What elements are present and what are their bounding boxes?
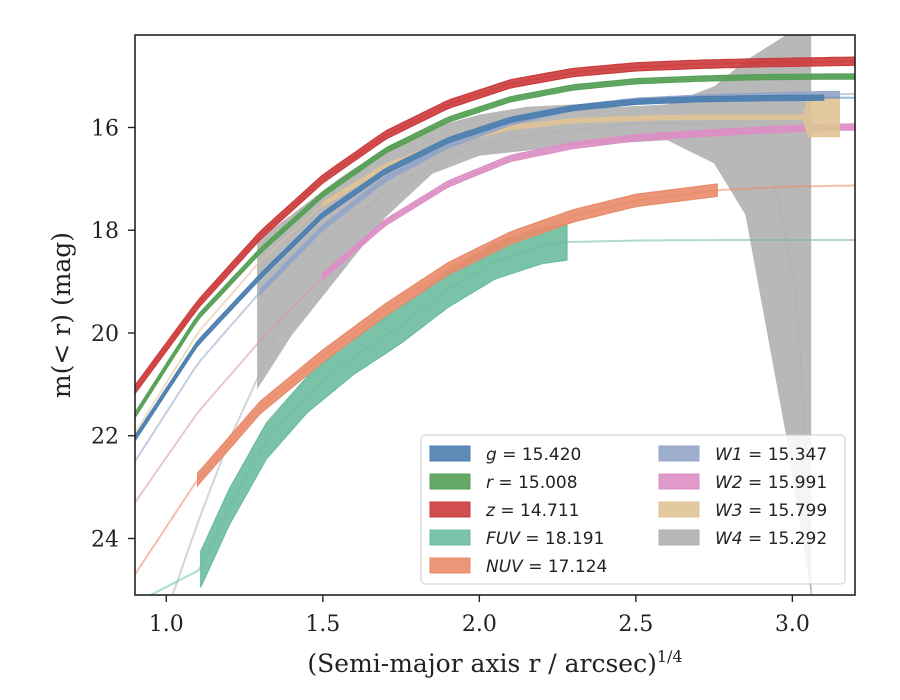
- legend-equals: =: [493, 473, 518, 493]
- series-w2: [135, 123, 855, 504]
- series-nuv-band: [197, 183, 718, 488]
- legend-series-name: W1: [715, 445, 743, 465]
- legend-label: W1 = 15.347: [715, 445, 827, 465]
- legend-item-fuv: FUV = 18.191: [429, 529, 604, 549]
- series-g-band: [135, 94, 825, 442]
- legend-series-value: 17.124: [548, 557, 607, 577]
- legend-swatch: [429, 445, 471, 462]
- x-tick-label: 2.5: [618, 612, 653, 637]
- legend-label: FUV = 18.191: [486, 529, 604, 549]
- legend-series-value: 15.292: [768, 529, 827, 549]
- legend-item-g: g = 15.420: [429, 445, 581, 465]
- legend-series-name: W4: [715, 529, 743, 549]
- y-tick-label: 22: [91, 425, 119, 450]
- legend-label: g = 15.420: [486, 445, 581, 465]
- y-tick-label: 20: [91, 322, 119, 347]
- legend-item-w1: W1 = 15.347: [658, 445, 827, 465]
- plot-frame: [134, 34, 856, 596]
- plot-area: [134, 34, 856, 596]
- legend-equals: =: [743, 445, 768, 465]
- legend-series-value: 15.347: [768, 445, 827, 465]
- legend-swatch: [658, 501, 700, 518]
- legend-item-r: r = 15.008: [429, 473, 578, 493]
- legend-series-value: 15.008: [518, 473, 577, 493]
- legend-equals: =: [497, 445, 522, 465]
- legend-item-nuv: NUV = 17.124: [429, 557, 607, 577]
- series-fuv-band: [200, 223, 568, 588]
- x-tick-label: 1.5: [305, 612, 340, 637]
- series-z-band: [135, 56, 855, 395]
- legend-series-name: g: [486, 445, 497, 465]
- legend-series-name: W3: [715, 501, 743, 521]
- legend-series-value: 15.420: [522, 445, 581, 465]
- legend-equals: =: [743, 501, 768, 521]
- legend-equals: =: [523, 557, 548, 577]
- legend-swatch: [658, 445, 700, 462]
- legend-swatch: [658, 529, 700, 546]
- legend-series-name: FUV: [486, 529, 521, 549]
- series-w2-band: [322, 123, 855, 281]
- legend-series-value: 15.799: [768, 501, 827, 521]
- y-axis: 16 18 20 22 24: [91, 116, 135, 552]
- legend: g = 15.420 r = 15.008 z = 14.711 FUV = 18.1…: [420, 434, 846, 585]
- legend-label: z = 14.711: [485, 501, 579, 521]
- y-axis-label: m(< r) (mag): [47, 232, 76, 398]
- legend-item-w2: W2 = 15.991: [658, 473, 827, 493]
- legend-series-name: r: [486, 473, 494, 493]
- series-fuv: [150, 223, 855, 595]
- y-tick-label: 24: [91, 527, 119, 552]
- legend-label: W3 = 15.799: [715, 501, 827, 521]
- series-nuv: [135, 183, 855, 575]
- legend-series-value: 14.711: [520, 501, 579, 521]
- legend-swatch: [658, 473, 700, 490]
- legend-equals: =: [743, 473, 768, 493]
- x-axis-label: (Semi-major axis r / arcsec)1/4: [307, 647, 682, 678]
- legend-series-name: NUV: [486, 557, 524, 577]
- legend-label: W2 = 15.991: [715, 473, 827, 493]
- legend-series-name: z: [485, 501, 496, 521]
- legend-label: W4 = 15.292: [715, 529, 827, 549]
- legend-label: NUV = 17.124: [486, 557, 607, 577]
- series-r: [135, 73, 855, 419]
- legend-item-w3: W3 = 15.799: [658, 501, 827, 521]
- x-tick-label: 3.0: [775, 612, 810, 637]
- series-r-band: [135, 73, 855, 419]
- x-tick-label: 1.0: [149, 612, 184, 637]
- legend-swatch: [429, 501, 471, 518]
- legend-equals: =: [495, 501, 520, 521]
- series-g: [135, 94, 855, 442]
- series-z: [135, 56, 855, 395]
- legend-series-value: 18.191: [545, 529, 604, 549]
- x-tick-label: 2.0: [462, 612, 497, 637]
- legend-label: r = 15.008: [486, 473, 578, 493]
- x-axis: 1.0 1.5 2.0 2.5 3.0: [149, 595, 810, 637]
- legend-swatch: [429, 529, 471, 546]
- legend-series-value: 15.991: [768, 473, 827, 493]
- legend-item-w4: W4 = 15.292: [658, 529, 827, 549]
- legend-equals: =: [520, 529, 545, 549]
- legend-series-name: W2: [715, 473, 743, 493]
- legend-equals: =: [743, 529, 768, 549]
- legend-item-z: z = 14.711: [429, 501, 579, 521]
- y-tick-label: 18: [91, 219, 119, 244]
- legend-swatch: [429, 473, 471, 490]
- legend-swatch: [429, 557, 471, 574]
- legend-frame: [420, 434, 846, 585]
- y-tick-label: 16: [91, 116, 119, 141]
